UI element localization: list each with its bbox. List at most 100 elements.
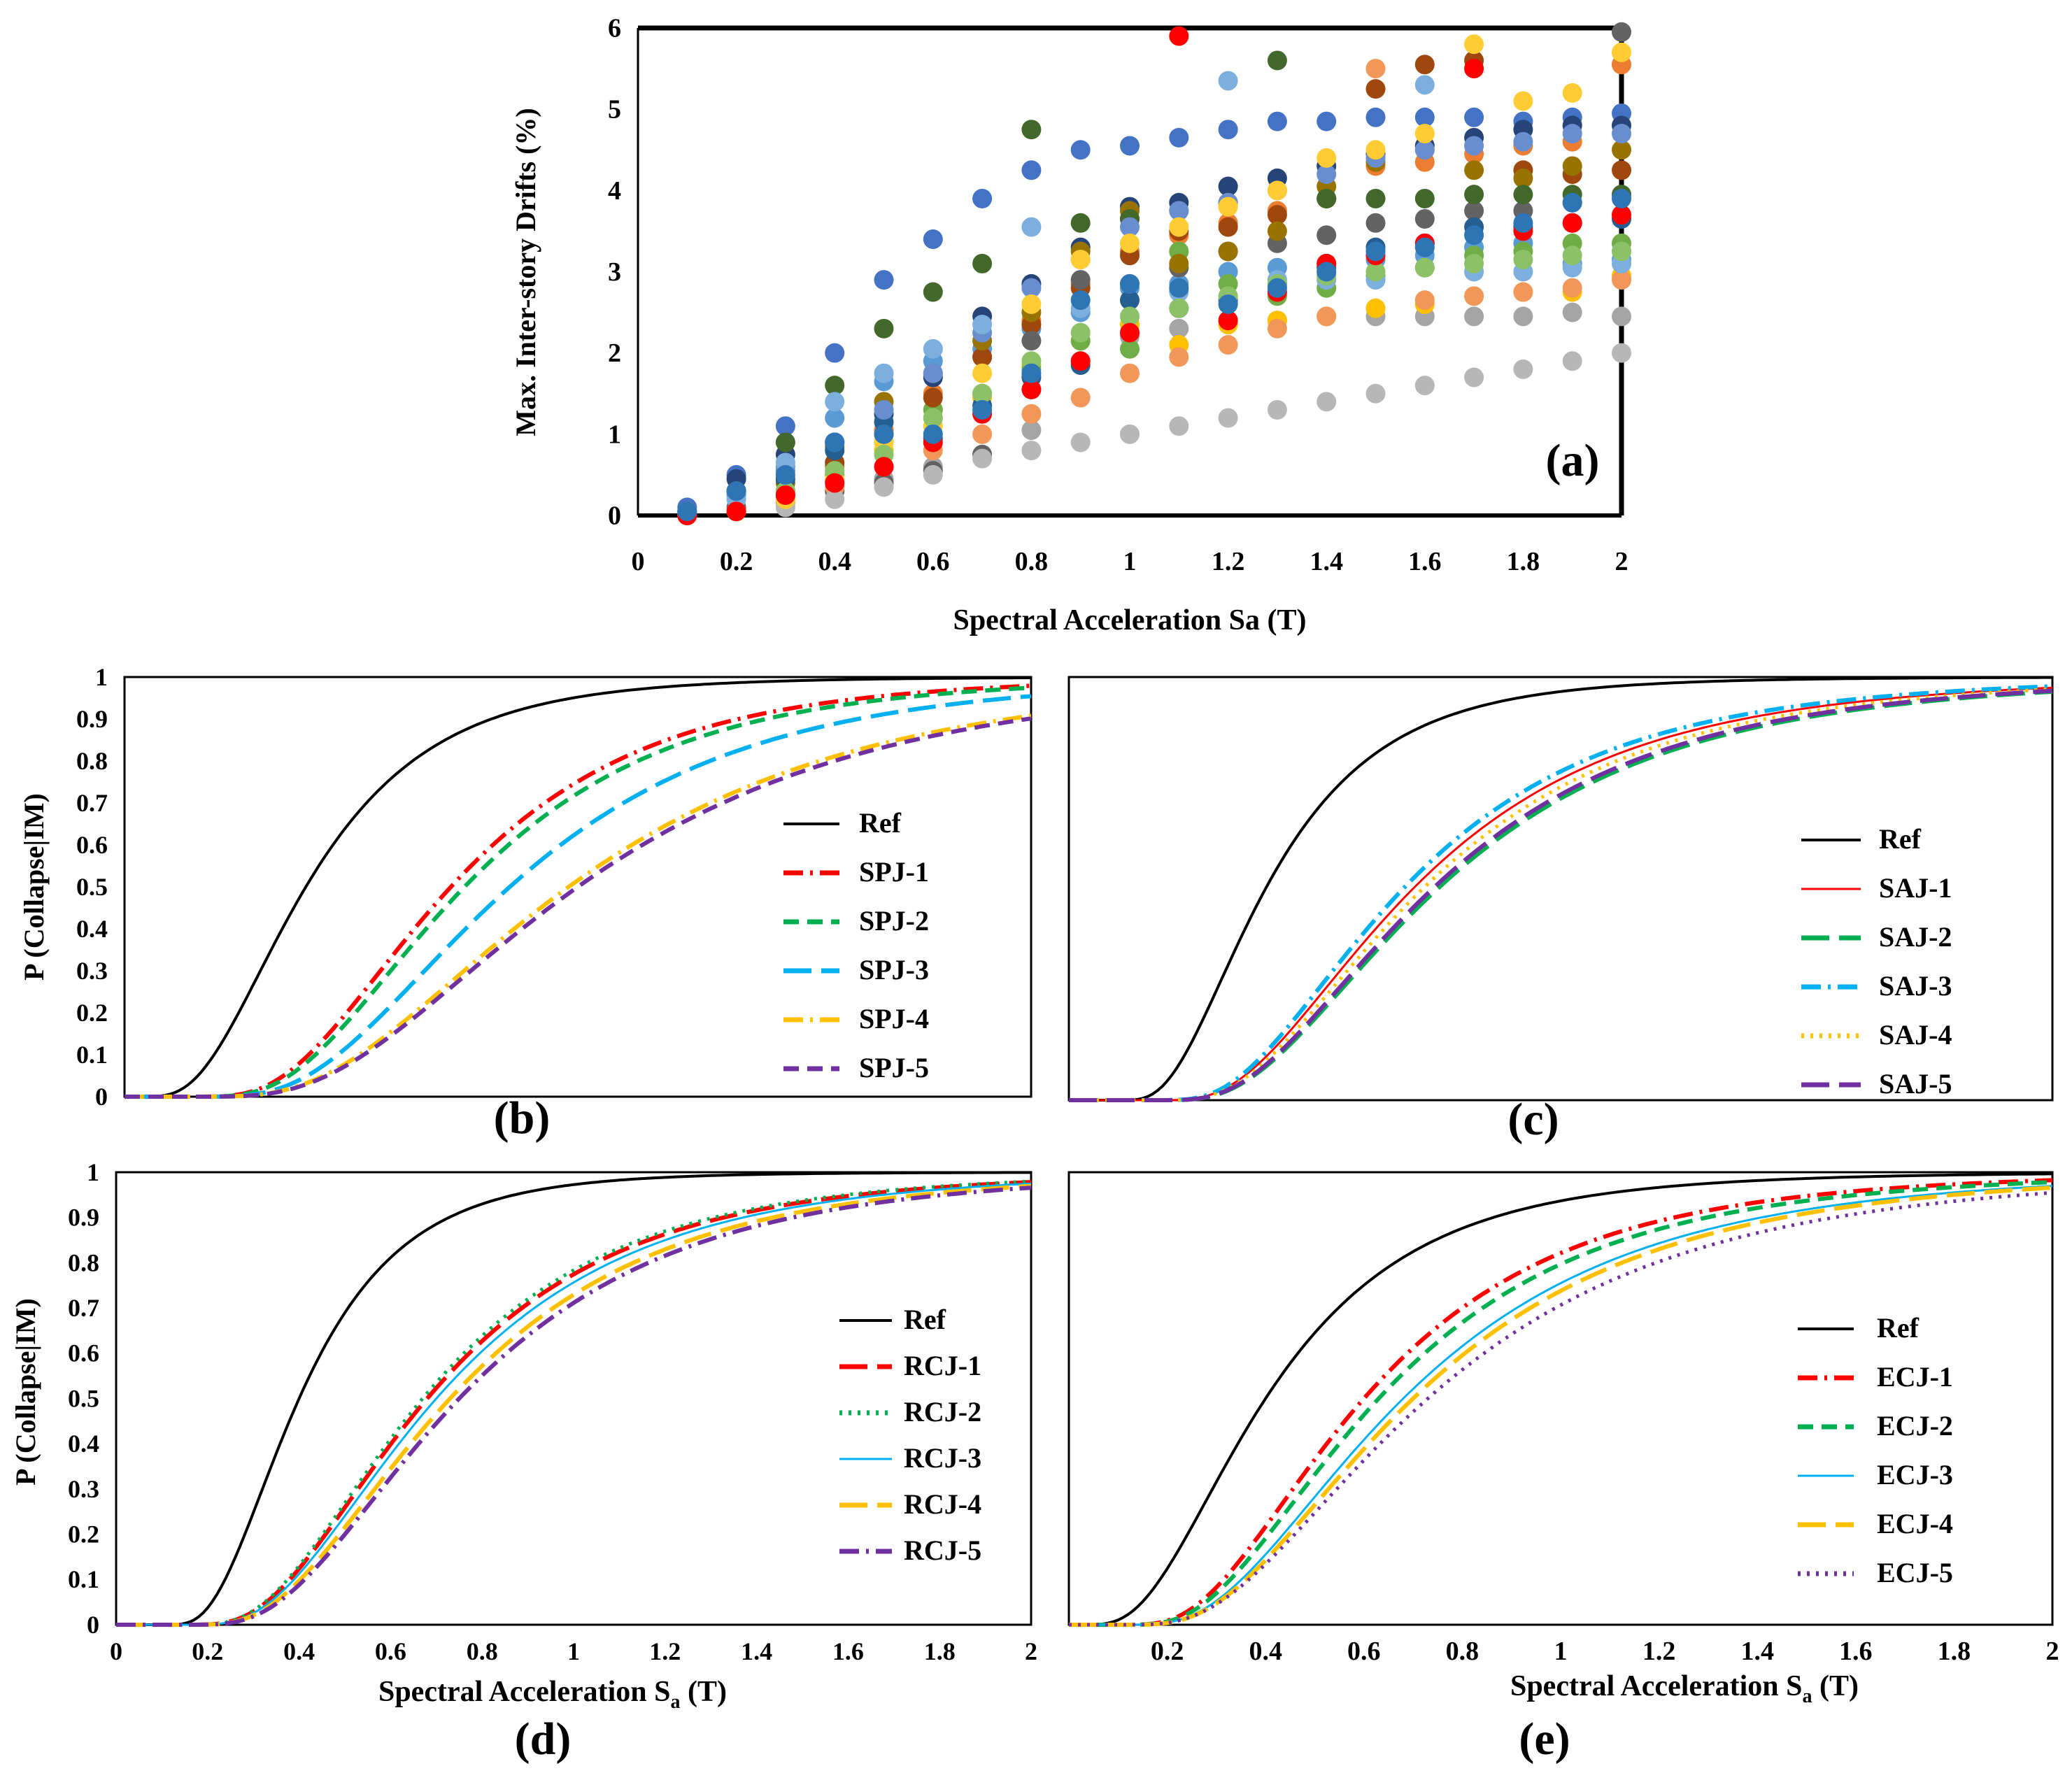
y-tick-label: 0.5 [68,1384,99,1412]
scatter-point [825,343,845,363]
x-tick-label: 0.8 [1446,1637,1480,1666]
scatter-point [972,424,993,444]
scatter-point [972,399,993,420]
scatter-point [1612,42,1631,62]
legend-label: SPJ-4 [859,1003,929,1034]
y-tick-label: 1 [608,420,621,449]
series-line [125,683,1032,1099]
series-line [116,1179,1032,1627]
scatter-point [825,408,845,428]
legend-label: SAJ-5 [1879,1068,1952,1099]
panel-label: (d) [515,1714,572,1765]
scatter-point [1414,237,1435,257]
scatter-point [1562,351,1582,371]
chart-panel-e: 0.2 0.4 0.6 0.8 1 1.2 1.4 1.6 1.8 2 Spectral Accel… [1067,1171,2059,1765]
scatter-point [972,363,993,383]
y-tick-label: 0.2 [68,1520,99,1548]
scatter-point [1218,311,1238,331]
panel-label: (e) [1519,1714,1570,1765]
series-line [1069,1185,2053,1626]
scatter-point [1120,290,1140,311]
legend-label: ECJ-4 [1877,1508,1953,1539]
x-tick-label: 1.8 [924,1637,956,1665]
scatter-point [923,387,943,408]
y-tick-label: 0.4 [68,1430,99,1458]
scatter-point [923,363,943,383]
scatter-point [1169,298,1189,318]
scatter-point [1120,306,1140,327]
series-line [1069,686,2053,1102]
scatter-point [1612,205,1631,225]
series-line [1069,1180,2053,1627]
scatter-point [874,457,894,477]
scatter-point [874,477,894,497]
scatter-point [1464,107,1484,127]
y-tick-label: 0.9 [68,1204,99,1232]
scatter-point [923,339,943,359]
x-tick-label: 0.4 [283,1637,315,1665]
scatter-point [1267,278,1287,298]
legend-label: SPJ-3 [859,954,929,985]
x-tick-label: 1 [567,1637,580,1665]
scatter-point [923,229,943,250]
scatter-point [1365,59,1386,79]
legend-label: SAJ-1 [1879,872,1952,904]
scatter-point [1218,176,1238,197]
series-line [1069,688,2053,1102]
scatter-point [1021,160,1042,180]
scatter-point [1317,262,1337,282]
series-line [1069,1186,2053,1627]
x-tick-label: 0.2 [192,1637,223,1665]
scatter-point [1513,131,1533,152]
scatter-point [1021,331,1042,351]
panel-label: (b) [494,1092,551,1144]
scatter-point [1464,225,1484,245]
legend-label: Ref [1879,823,1922,855]
scatter-point [1365,298,1386,318]
scatter-point [1120,339,1140,359]
chart-panel-c: (c) Ref SAJ-1 SAJ-2 SAJ-3 SAJ-4 SAJ-5 [1067,676,2054,1145]
scatter-point [1414,75,1435,95]
x-tick-label: 0.2 [1151,1637,1184,1666]
legend-label: SAJ-3 [1879,970,1952,1002]
x-tick-label: 1.6 [1408,547,1442,576]
plot-frame [115,1171,1033,1626]
scatter-point [1562,192,1582,213]
scatter-point [1317,306,1337,327]
scatter-point [775,464,795,485]
legend-label: RCJ-1 [904,1350,981,1381]
scatter-point [1070,351,1091,371]
scatter-point [972,347,993,367]
scatter-point [1513,91,1533,111]
scatter-point [1562,213,1582,233]
scatter-point [1612,188,1631,208]
y-tick-label: 0.4 [76,915,108,943]
scatter-point [1267,50,1287,71]
scatter-point [1414,290,1435,311]
x-tick-label: 1.4 [741,1637,772,1665]
scatter-point [1070,387,1091,408]
y-tick-label: 5 [608,95,621,124]
y-tick-label: 0.1 [76,1041,108,1069]
scatter-point [1464,286,1484,306]
x-axis-label: Spectral Acceleration Sa (T) [378,1676,727,1713]
scatter-point [825,432,845,453]
x-tick-label: 1.4 [1310,547,1343,576]
x-axis-label-unit: (T) [1812,1670,1859,1702]
scatter-point [1365,79,1386,99]
scatter-point [1169,217,1189,237]
scatter-point [1513,306,1533,327]
series-line [125,716,1032,1099]
y-tick-label: 0 [87,1611,99,1639]
scatter-point [1464,160,1484,180]
x-tick-label: 1 [1554,1637,1568,1666]
legend-label: SPJ-1 [859,856,929,888]
scatter-point [972,188,993,208]
legend-label: RCJ-5 [904,1535,981,1566]
x-tick-label: 2 [1025,1637,1037,1665]
scatter-point [825,376,845,396]
scatter-point [1120,322,1140,343]
chart-panel-b: 0 0.1 0.2 0.3 0.4 0.5 0.6 0.7 0.8 0.9 1 P (Collapse… [18,663,1033,1144]
scatter-point [1021,120,1042,140]
scatter-point [874,424,894,444]
